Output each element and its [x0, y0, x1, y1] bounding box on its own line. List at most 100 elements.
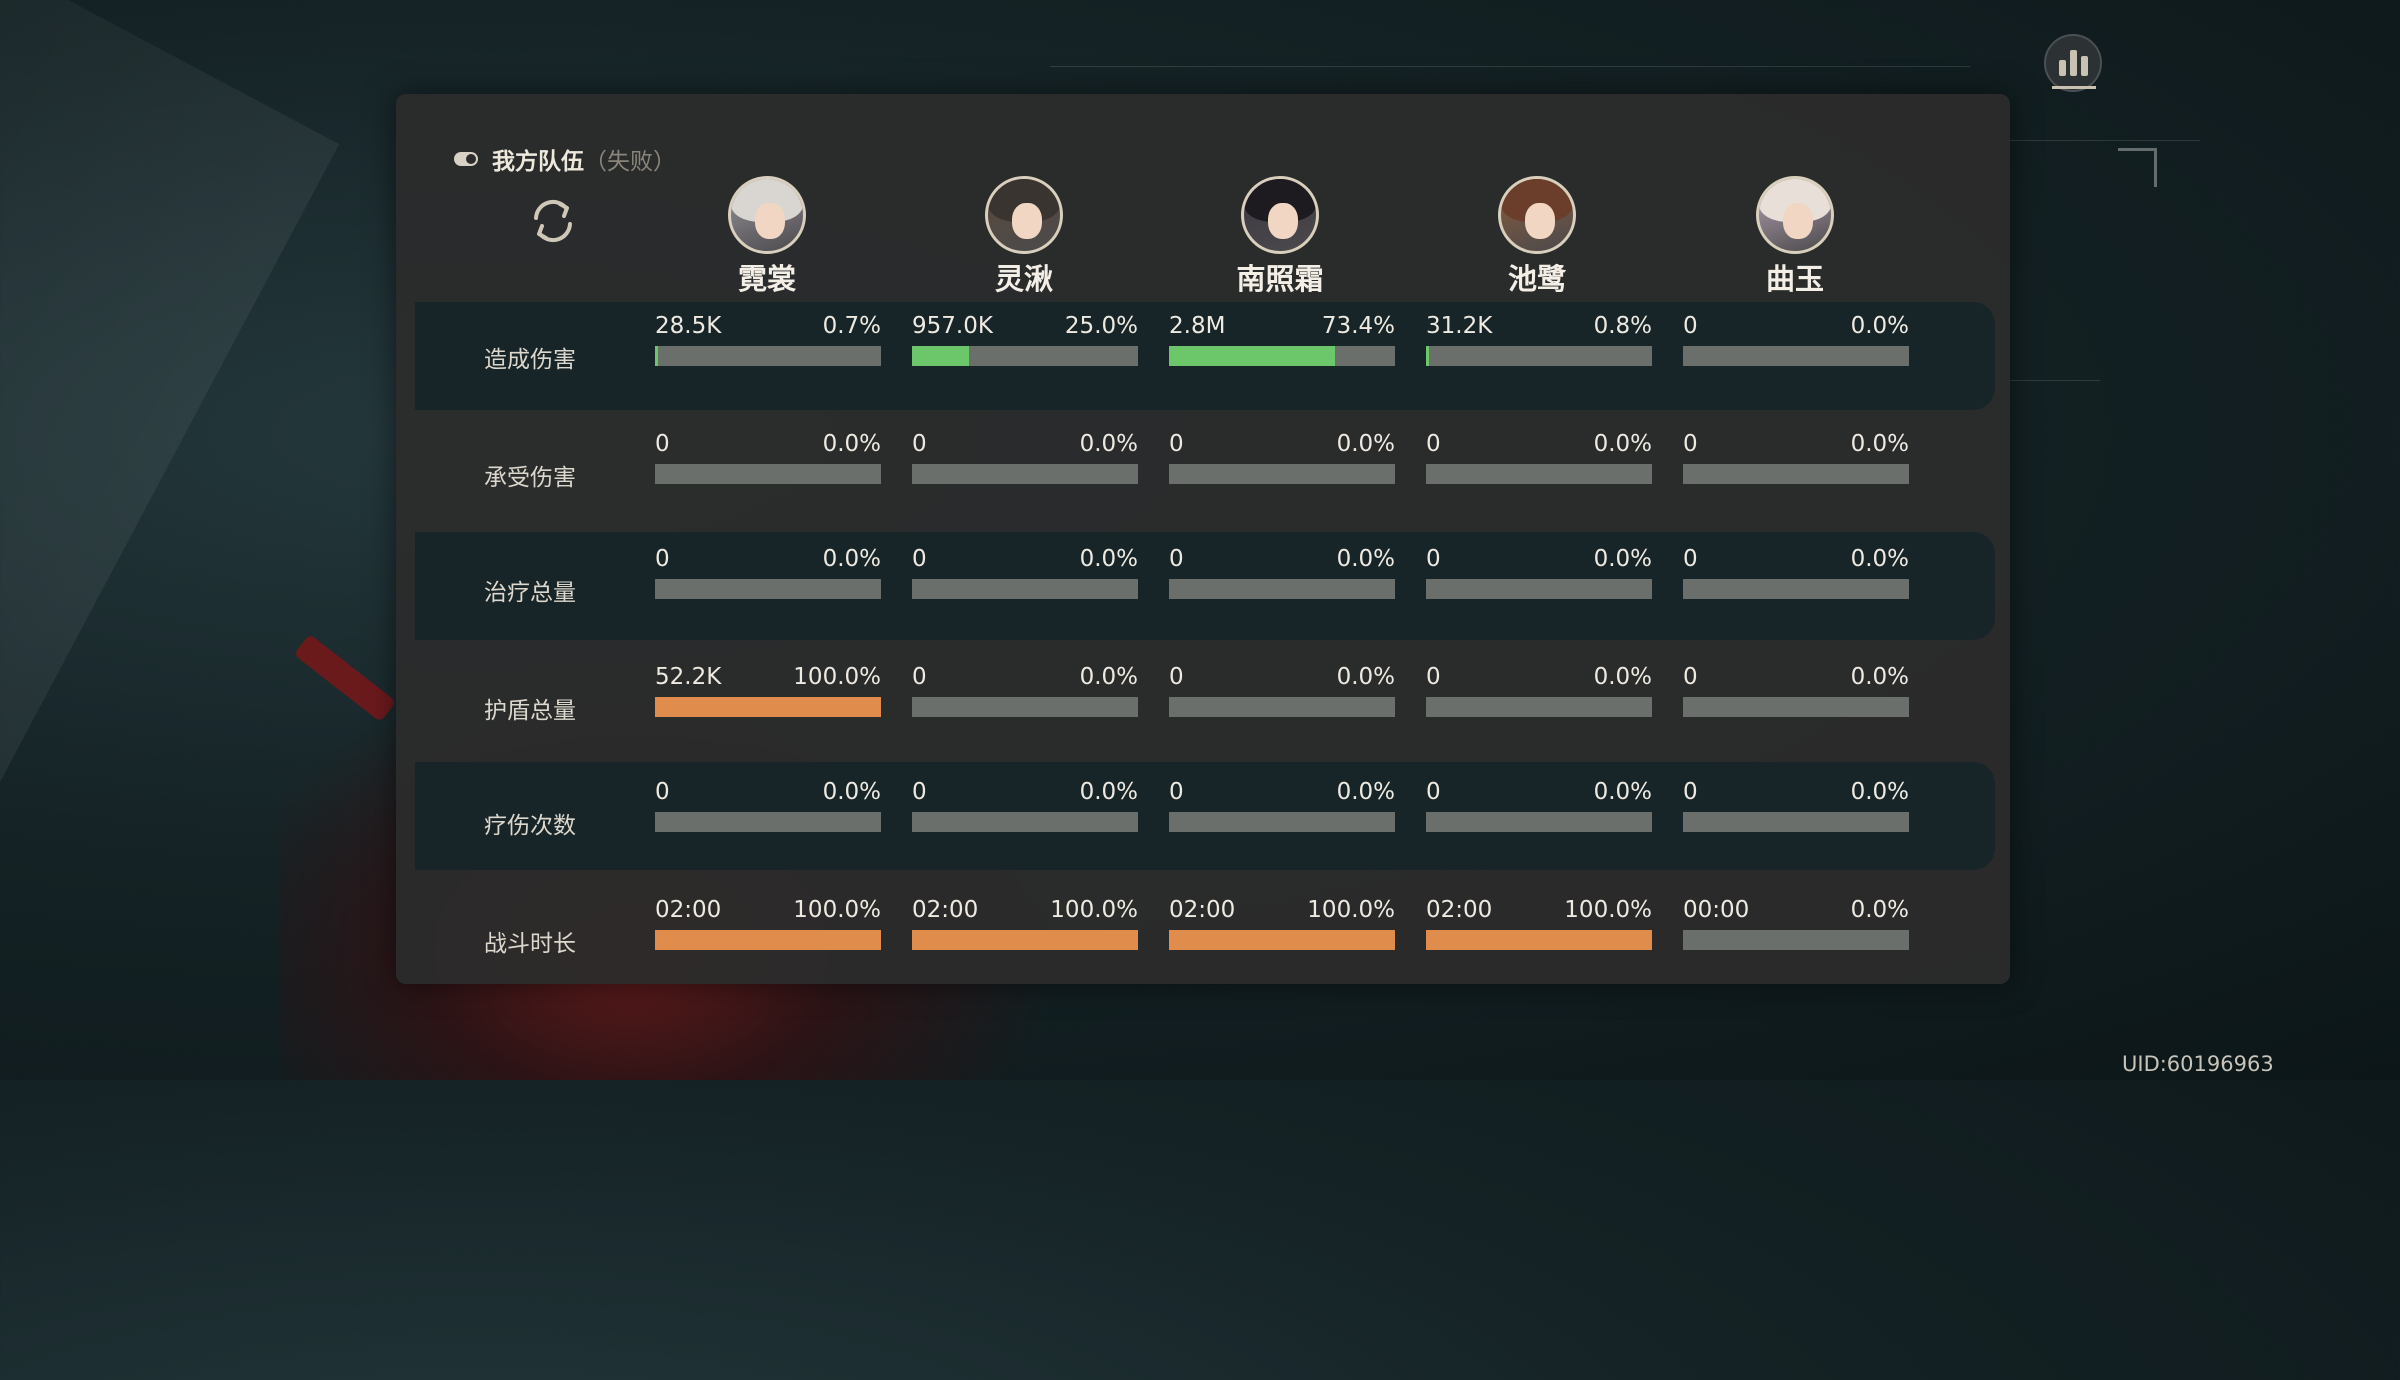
stat-percent: 0.0%: [1336, 546, 1395, 572]
avatar[interactable]: [1498, 176, 1576, 254]
stat-value: 0: [655, 779, 670, 805]
stat-value: 0: [655, 546, 670, 572]
stat-values: 0 0.0%: [1169, 430, 1395, 458]
stat-percent: 73.4%: [1321, 313, 1395, 339]
avatar-face: [1783, 203, 1813, 239]
stat-values: 0 0.0%: [912, 545, 1138, 573]
stat-values: 02:00 100.0%: [655, 896, 881, 924]
stat-percent: 0.0%: [1336, 664, 1395, 690]
stat-values: 2.8M 73.4%: [1169, 312, 1395, 340]
progress-bar: [655, 697, 881, 717]
stat-value: 02:00: [1169, 897, 1236, 923]
progress-bar: [1683, 812, 1909, 832]
stat-value: 0: [1426, 546, 1441, 572]
team-title: 我方队伍: [492, 149, 584, 175]
stat-percent: 0.0%: [1850, 546, 1909, 572]
stat-values: 0 0.0%: [655, 778, 881, 806]
avatar[interactable]: [1756, 176, 1834, 254]
stat-cell: 957.0K 25.0%: [912, 312, 1138, 366]
stat-cell: 0 0.0%: [912, 663, 1138, 717]
progress-bar: [1426, 579, 1652, 599]
stat-value: 0: [1426, 664, 1441, 690]
stat-percent: 0.0%: [1850, 664, 1909, 690]
progress-bar: [1426, 930, 1652, 950]
character-header: 南照霜: [1200, 176, 1360, 298]
stat-value: 00:00: [1683, 897, 1750, 923]
stat-percent: 0.0%: [1336, 431, 1395, 457]
bar-chart-icon-bar: [2080, 56, 2088, 76]
stat-percent: 0.0%: [1850, 313, 1909, 339]
stat-values: 0 0.0%: [1169, 545, 1395, 573]
stat-cell: 31.2K 0.8%: [1426, 312, 1652, 366]
refresh-icon[interactable]: [526, 194, 580, 248]
stat-values: 0 0.0%: [655, 545, 881, 573]
stat-values: 0 0.0%: [912, 430, 1138, 458]
progress-bar: [1426, 812, 1652, 832]
progress-bar: [1683, 930, 1909, 950]
stat-cell: 52.2K 100.0%: [655, 663, 881, 717]
stat-percent: 100.0%: [793, 664, 881, 690]
stat-percent: 0.0%: [1079, 546, 1138, 572]
stat-cell: 0 0.0%: [1426, 430, 1652, 484]
stat-values: 02:00 100.0%: [1169, 896, 1395, 924]
stat-value: 0: [912, 431, 927, 457]
toggle-icon[interactable]: [454, 152, 478, 166]
progress-bar: [1169, 464, 1395, 484]
progress-bar: [1169, 930, 1395, 950]
stat-values: 0 0.0%: [1426, 778, 1652, 806]
character-name: 池鹭: [1507, 262, 1566, 296]
progress-fill: [1426, 930, 1652, 950]
stat-cell: 02:00 100.0%: [912, 896, 1138, 950]
stat-percent: 100.0%: [1564, 897, 1652, 923]
stat-percent: 0.0%: [1850, 431, 1909, 457]
stat-percent: 0.0%: [1850, 897, 1909, 923]
team-status: （失败）: [584, 149, 676, 175]
character-name: 南照霜: [1236, 262, 1324, 296]
progress-fill: [912, 346, 969, 366]
stat-value: 02:00: [1426, 897, 1493, 923]
character-header: 池鹭: [1457, 176, 1617, 298]
stat-values: 0 0.0%: [1426, 545, 1652, 573]
avatar[interactable]: [1241, 176, 1319, 254]
progress-fill: [1169, 930, 1395, 950]
stat-values: 0 0.0%: [1683, 778, 1909, 806]
stat-values: 0 0.0%: [1683, 663, 1909, 691]
progress-bar: [1683, 464, 1909, 484]
progress-bar: [655, 930, 881, 950]
row-label: 护盾总量: [484, 698, 576, 724]
stat-percent: 0.0%: [1079, 431, 1138, 457]
stat-values: 0 0.0%: [912, 778, 1138, 806]
stat-value: 0: [1169, 664, 1184, 690]
avatar[interactable]: [985, 176, 1063, 254]
stat-values: 02:00 100.0%: [1426, 896, 1652, 924]
background-line: [1050, 66, 1970, 67]
stats-button[interactable]: [2044, 34, 2102, 92]
stat-cell: 0 0.0%: [912, 430, 1138, 484]
stat-cell: 0 0.0%: [655, 430, 881, 484]
progress-bar: [1426, 464, 1652, 484]
stats-button-base: [2052, 86, 2096, 89]
avatar[interactable]: [728, 176, 806, 254]
bar-chart-icon: [2058, 60, 2066, 76]
stat-value: 02:00: [655, 897, 722, 923]
character-header: 曲玉: [1715, 176, 1875, 298]
character-name: 曲玉: [1765, 262, 1824, 296]
stat-value: 31.2K: [1426, 313, 1493, 339]
progress-bar: [1683, 579, 1909, 599]
stat-value: 0: [655, 431, 670, 457]
progress-bar: [912, 930, 1138, 950]
stat-value: 52.2K: [655, 664, 722, 690]
progress-bar: [655, 346, 881, 366]
stat-values: 957.0K 25.0%: [912, 312, 1138, 340]
row-label: 治疗总量: [484, 580, 576, 606]
character-header: 霓裳: [687, 176, 847, 298]
progress-bar: [1169, 346, 1395, 366]
progress-bar: [1169, 697, 1395, 717]
stat-cell: 2.8M 73.4%: [1169, 312, 1395, 366]
stat-cell: 0 0.0%: [1683, 778, 1909, 832]
stat-values: 0 0.0%: [912, 663, 1138, 691]
progress-bar: [912, 697, 1138, 717]
stat-percent: 0.0%: [1079, 779, 1138, 805]
stat-values: 52.2K 100.0%: [655, 663, 881, 691]
stat-cell: 02:00 100.0%: [1169, 896, 1395, 950]
